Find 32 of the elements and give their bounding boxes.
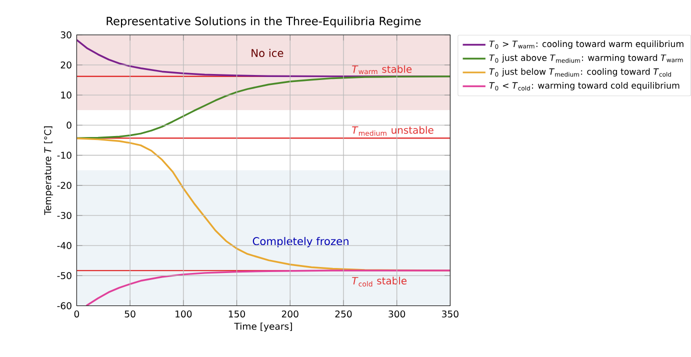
ref-line-label: T$_{warm}$ stable — [352, 65, 412, 74]
x-tick-label: 200 — [282, 310, 298, 318]
x-tick-label: 350 — [442, 310, 458, 318]
annotation: Completely frozen — [252, 237, 348, 248]
y-tick-label: -30 — [57, 212, 72, 220]
y-tick-label: 10 — [61, 92, 72, 99]
y-tick-label: -50 — [57, 272, 72, 280]
x-tick-label: 150 — [228, 310, 246, 318]
line-series — [85, 270, 450, 306]
y-tick-label: 0 — [66, 122, 72, 129]
legend-label: T$_{0}$ just below T$_{medium}$: cooling toward T$_{cold}$ — [489, 68, 671, 77]
legend-label: T$_{0}$ < T$_{cold}$: warming toward cold equilibrium — [489, 82, 680, 91]
x-tick-label: 250 — [335, 310, 352, 318]
y-tick-label: 30 — [60, 32, 72, 39]
x-tick-label: 300 — [388, 310, 406, 318]
x-axis-title: Time [years] — [234, 322, 292, 332]
y-tick-label: 20 — [60, 62, 72, 69]
legend-label: T$_{0}$ > T$_{warm}$: cooling toward warm equilibrium — [489, 40, 684, 50]
ref-line-label: T$_{medium}$ unstable — [352, 126, 434, 136]
y-axis-title: Temperature T [°C] — [44, 126, 54, 216]
x-tick-label: 50 — [124, 310, 136, 318]
legend-label: T$_{0}$ just above T$_{medium}$: warming toward T$_{warm}$ — [489, 54, 683, 64]
y-tick-label: -20 — [57, 182, 72, 190]
x-tick-label: 100 — [176, 310, 192, 318]
line-series — [76, 76, 450, 140]
chart-title: Representative Solutions in the Three-Equilibria Regime — [106, 16, 421, 28]
y-tick-label: -60 — [57, 302, 72, 310]
y-tick-label: -40 — [57, 242, 72, 250]
ref-line-label: T$_{cold}$ stable — [352, 277, 407, 287]
annotation: No ice — [252, 49, 284, 58]
y-tick-label: -10 — [57, 152, 72, 159]
x-tick-label: 0 — [74, 310, 80, 318]
